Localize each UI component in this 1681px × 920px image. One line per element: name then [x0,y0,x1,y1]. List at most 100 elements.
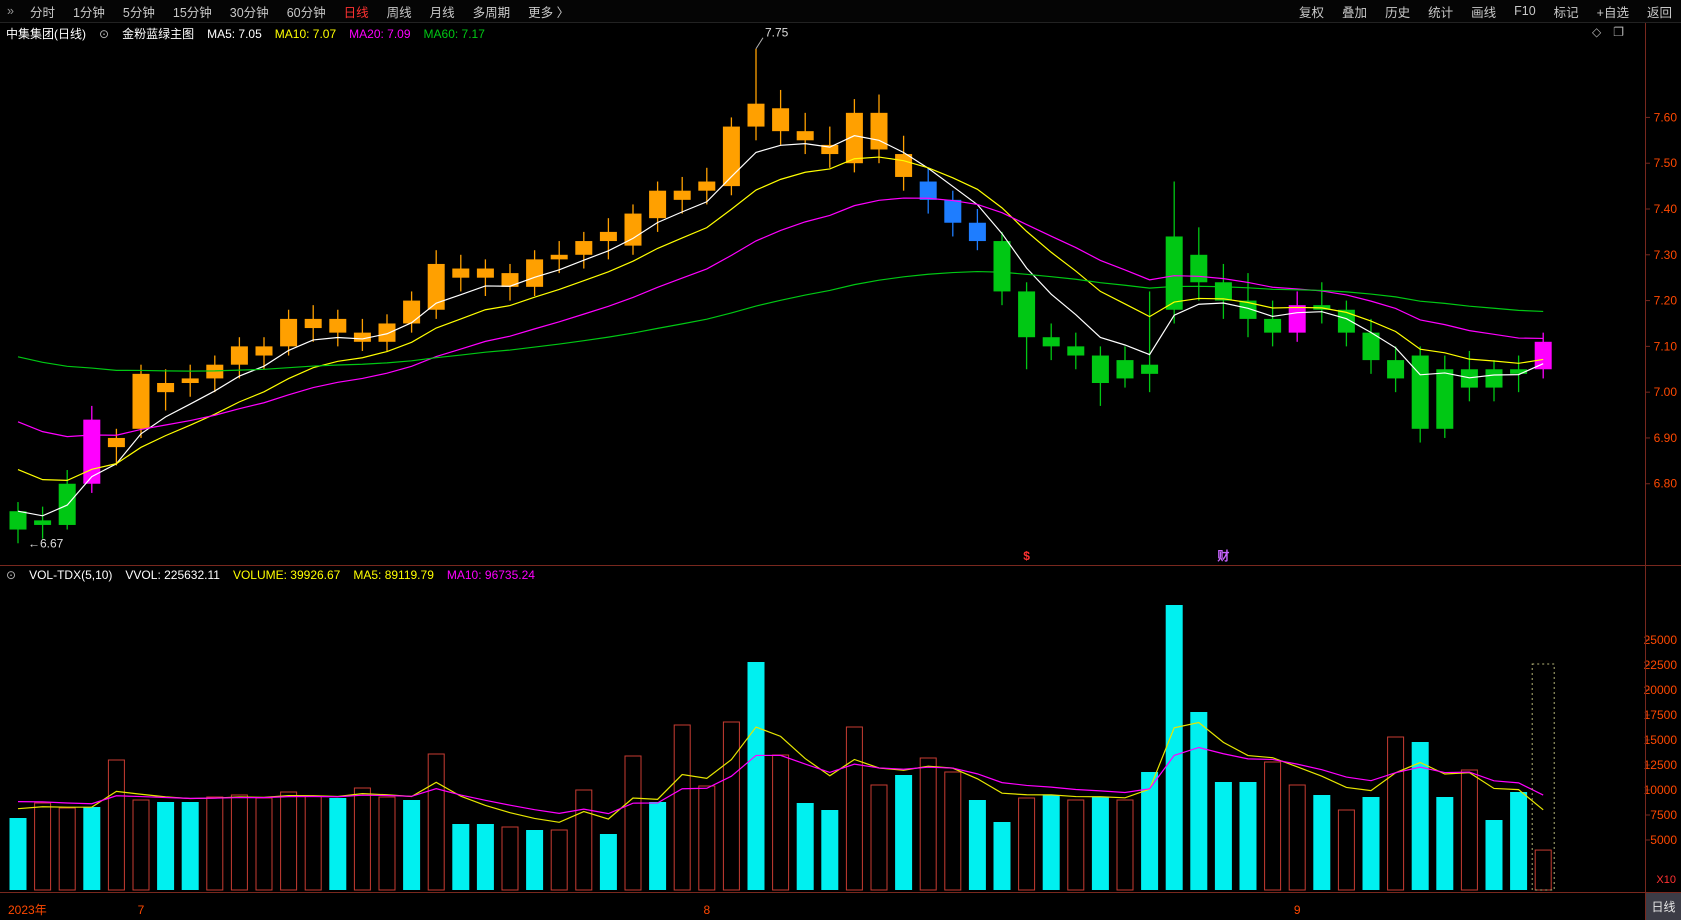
date-axis-label: 2023年 [8,903,47,917]
candle-body [722,126,740,187]
ma-label-4: MA60: 7.17 [423,26,485,41]
toolbar-button-draw-line[interactable]: 画线 [1471,5,1497,20]
overlay-diamond-icon[interactable]: ◇ [1592,25,1602,39]
volume-axis-label: 7500 [1650,808,1677,822]
volume-bar-up [575,789,593,891]
candle-body [1018,291,1036,338]
period-tab-1min[interactable]: 1分钟 [72,5,105,20]
window-menu-icon[interactable]: » [7,4,14,18]
toolbar-button-f10[interactable]: F10 [1514,4,1536,18]
volume-bar-down [1510,792,1528,890]
candle-body [378,323,396,342]
period-tab-more[interactable]: 更多 〉 [528,5,570,20]
candle-body [599,231,617,242]
volume-bar-up [107,759,125,891]
top-menu-bar: » 分时 1分钟 5分钟 15分钟 30分钟 60分钟 日线 周线 月线 多周期 更多 〉 复权 叠加… [0,0,1681,23]
period-tab-daily[interactable]: 日线 [343,5,369,20]
period-tab-15min[interactable]: 15分钟 [172,5,212,20]
period-tab-5min[interactable]: 5分钟 [122,5,155,20]
period-tab-monthly[interactable]: 月线 [429,5,455,20]
candle-body [796,131,814,141]
candle-body [1116,360,1134,379]
volume-bar-up [1337,809,1355,891]
volume-bar-up [1067,799,1085,891]
candle-body [1387,360,1405,379]
candle-body [968,222,986,242]
period-tab-weekly[interactable]: 周线 [386,5,412,20]
date-axis-label: 7 [138,903,145,917]
volume-indicator-name[interactable]: VOL-TDX(5,10) [29,568,113,582]
volume-bar-down [1165,605,1183,890]
period-tab-30min[interactable]: 30分钟 [229,5,269,20]
toolbar-button-mark[interactable]: 标记 [1553,5,1579,20]
volume-bar-up [58,807,76,891]
candle-body [476,268,494,278]
candle-body [772,108,790,132]
date-axis-label: 9 [1294,903,1301,917]
volume-bar-down [157,802,175,890]
price-axis-label: 7.50 [1654,156,1678,170]
period-tab-60min[interactable]: 60分钟 [286,5,326,20]
toolbar-button-statistics[interactable]: 统计 [1428,5,1454,20]
volume-bar-up [845,726,863,891]
volume-bar-down [1042,795,1060,890]
candle-body [1190,254,1208,283]
candle-body [9,511,27,530]
pane-divider[interactable] [0,565,1681,566]
volume-axis-label: 15000 [1644,733,1678,747]
period-corner-label[interactable]: 日线 [1646,893,1681,920]
cursor-highlight-box[interactable] [1531,663,1555,891]
toolbar-button-back[interactable]: 返回 [1646,5,1672,20]
ma-line-ma20 [17,197,1544,438]
topbar-left-items: » 分时 1分钟 5分钟 15分钟 30分钟 60分钟 日线 周线 月线 多周期 更多 〉 [0,2,578,21]
volume-bar-down [83,807,101,890]
volume-axis-label: 10000 [1644,783,1678,797]
ma-label-1: MA5: 7.05 [207,26,262,41]
volume-bar-down [968,800,986,890]
maximize-pane-icon[interactable]: ❐ [1613,25,1624,39]
volume-bar-up [132,799,150,891]
toolbar-button-add-watchlist[interactable]: +自选 [1596,5,1629,20]
period-tab-multi-period[interactable]: 多周期 [472,5,511,20]
indicator-collapse-icon[interactable]: ⊙ [99,26,110,41]
volume-bar-down [796,803,814,890]
volume-bar-down [1485,820,1503,890]
event-marker-dividend[interactable]: $ [1023,549,1030,563]
toolbar-button-overlay[interactable]: 叠加 [1342,5,1368,20]
volume-bar-down [181,802,199,890]
topbar-right-items: 复权 叠加 历史 统计 画线 F10 标记 +自选 返回 [1290,2,1681,21]
volume-bar-down [1190,712,1208,890]
ma-line-ma10 [17,156,1544,482]
event-marker-report[interactable]: 财 [1216,548,1229,563]
vvol-value: VVOL: 225632.11 [125,568,220,582]
volume-axis-label: 12500 [1644,758,1678,772]
candle-body [1214,282,1232,301]
candle-body [1485,369,1503,388]
candle-body [1141,364,1159,374]
main-indicator-name[interactable]: 金粉蓝绿主图 [122,27,195,41]
toolbar-button-history[interactable]: 历史 [1385,5,1411,20]
volume-bar-up [944,771,962,891]
price-axis-label: 6.90 [1654,431,1678,445]
volume-bar-up [34,802,52,891]
volume-collapse-icon[interactable]: ⊙ [6,568,17,582]
candle-body [747,103,765,127]
candle-body [230,346,248,365]
high-price-annotation: 7.75 [765,26,789,40]
main-pane-header: 中集集团(日线) ⊙ 金粉蓝绿主图 MA5: 7.05 MA10: 7.07 MA2… [6,25,485,42]
period-tab-intraday[interactable]: 分时 [29,5,55,20]
volume-bar-down [1362,797,1380,890]
volume-bar-down [649,802,667,890]
volume-bar-down [526,830,544,890]
volume-bar-up [870,784,888,891]
candle-body [206,364,224,379]
candle-body [304,318,322,329]
ma-line-ma60 [17,270,1544,372]
volume-bar-up [1018,797,1036,891]
toolbar-button-adjust[interactable]: 复权 [1299,5,1325,20]
volume-bar-up [1116,799,1134,891]
volume-bar-down [1214,782,1232,890]
candle-body [1510,369,1528,374]
date-axis-label: 8 [703,903,710,917]
